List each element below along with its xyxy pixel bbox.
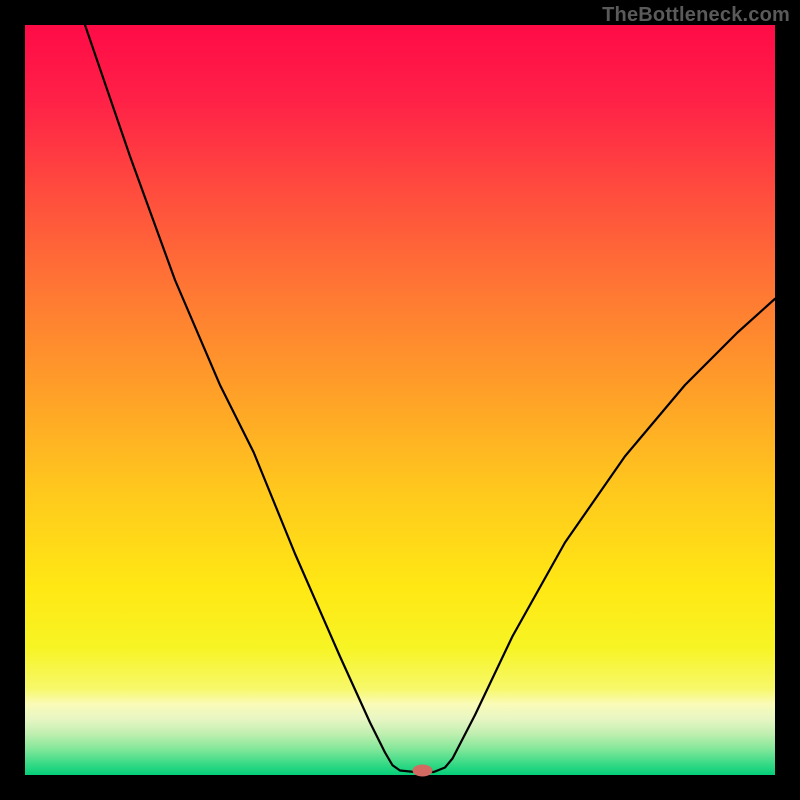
watermark-text: TheBottleneck.com — [602, 4, 790, 27]
bottleneck-chart — [0, 0, 800, 800]
plot-background — [25, 25, 775, 775]
minimum-marker — [413, 765, 433, 777]
chart-container: TheBottleneck.com — [0, 0, 800, 800]
